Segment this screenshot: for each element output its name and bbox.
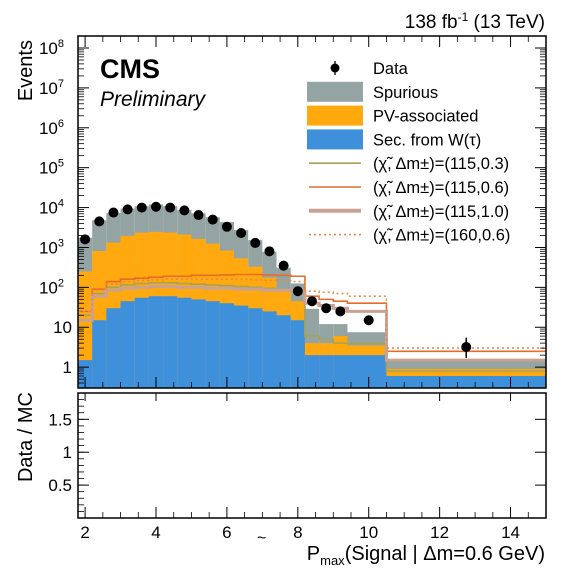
bar-sec <box>333 355 348 388</box>
signal-line-4 <box>78 278 546 349</box>
bar-sec <box>347 355 387 388</box>
legend-label: (χ̃, Δm±)=(160,0.6) <box>373 227 510 245</box>
bar-sec <box>319 355 334 388</box>
bar-sec <box>120 301 135 388</box>
bar-sec <box>191 299 206 388</box>
x-tick-label: 14 <box>501 523 520 542</box>
data-point <box>278 260 289 271</box>
ratio-y-tick-label: 1.5 <box>48 410 72 429</box>
bar-sec <box>219 303 234 388</box>
data-point <box>94 216 105 227</box>
bar-sec <box>92 320 107 388</box>
legend-label: PV-associated <box>373 108 478 126</box>
data-point <box>80 234 91 245</box>
legend-label: Sec. from W(τ) <box>373 131 481 149</box>
bar-sec <box>234 305 249 388</box>
ratio-frame: 0.5 1 1.5 2 4 6 8 10 12 14 <box>48 392 547 542</box>
bar-sec <box>148 296 164 388</box>
bar-sec <box>276 315 291 388</box>
ratio-y-tick-label: 0.5 <box>48 476 72 495</box>
data-point <box>292 286 303 297</box>
bar-sec <box>248 308 263 388</box>
data-point <box>151 201 161 212</box>
legend-label: Data <box>373 60 409 78</box>
status-label: Preliminary <box>100 88 207 111</box>
y-tick-label: 105 <box>39 158 64 178</box>
data-point <box>179 205 190 216</box>
x-tick-label: 10 <box>359 523 378 542</box>
data-point <box>207 214 218 225</box>
x-tick-label: 12 <box>430 523 449 542</box>
bar-sec <box>205 301 220 388</box>
bar-sec <box>106 308 121 388</box>
data-points <box>80 201 472 358</box>
ratio-ylabel: Data / MC <box>15 392 37 482</box>
y-tick-label: 102 <box>39 277 64 297</box>
data-point <box>250 237 261 248</box>
data-point <box>236 228 247 239</box>
signal-line-3 <box>78 285 546 362</box>
bar-pvassociated <box>78 271 93 388</box>
bar-sec <box>262 311 277 388</box>
legend: Data Spurious PV-associated Sec. from W(τ) (… <box>307 60 510 245</box>
data-point <box>321 303 332 314</box>
data-point <box>136 202 147 213</box>
bar-sec <box>386 375 546 388</box>
y-tick-label: 10 <box>53 318 72 337</box>
legend-swatch <box>307 129 363 150</box>
ratio-axes-frame <box>77 392 547 519</box>
legend-label: (χ̃, Δm±)=(115,1.0) <box>373 203 509 221</box>
y-tick-label: 104 <box>39 198 64 218</box>
legend-swatch <box>307 81 363 102</box>
bar-sec <box>304 355 320 388</box>
luminosity-label: 138 fb-1 (13 TeV) <box>405 10 545 33</box>
legend-label: (χ̃, Δm±)=(115,0.6) <box>373 179 509 197</box>
y-tick-label: 1 <box>63 358 72 377</box>
experiment-label: CMS <box>100 54 160 84</box>
x-tick-label: 8 <box>293 523 302 542</box>
data-point <box>307 296 317 307</box>
data-point <box>193 210 204 221</box>
y-tick-label: 108 <box>39 38 64 58</box>
stacked-backgrounds <box>78 204 546 388</box>
bar-sec <box>177 297 192 388</box>
data-point <box>363 315 374 326</box>
y-tick-label: 106 <box>39 118 64 138</box>
x-tick-label: 4 <box>151 523 160 542</box>
signal-line-2 <box>78 273 546 353</box>
main-ylabel: Events <box>15 40 37 101</box>
ratio-y-tick-label: 1 <box>63 443 72 462</box>
data-point <box>165 202 176 213</box>
data-point <box>264 246 275 257</box>
data-point <box>221 221 232 232</box>
x-tick-label: 2 <box>80 523 89 542</box>
bar-sec <box>163 296 178 388</box>
x-axis-tilde: ~ <box>257 530 266 547</box>
ratio-plot-bg <box>78 393 546 518</box>
legend-label: Spurious <box>373 84 438 102</box>
data-point <box>122 204 133 215</box>
main-axes-frame <box>77 35 547 389</box>
x-axis-label: Pmax(Signal | Δm=0.6 GeV) <box>307 543 545 568</box>
signal-line-1 <box>78 282 546 372</box>
signal-curves <box>78 273 546 372</box>
x-tick-label: 6 <box>222 523 231 542</box>
data-point <box>461 341 472 352</box>
data-point <box>335 306 346 317</box>
bar-sec <box>290 320 305 388</box>
y-tick-label: 103 <box>39 237 64 257</box>
bar-sec <box>134 297 149 388</box>
legend-swatch <box>307 105 363 126</box>
y-tick-label: 107 <box>39 78 64 98</box>
main-frame: 1 10 102 103 104 105 106 107 108 <box>39 35 547 389</box>
data-point <box>108 207 119 218</box>
legend-label: (χ̃, Δm±)=(115,0.3) <box>373 155 509 173</box>
